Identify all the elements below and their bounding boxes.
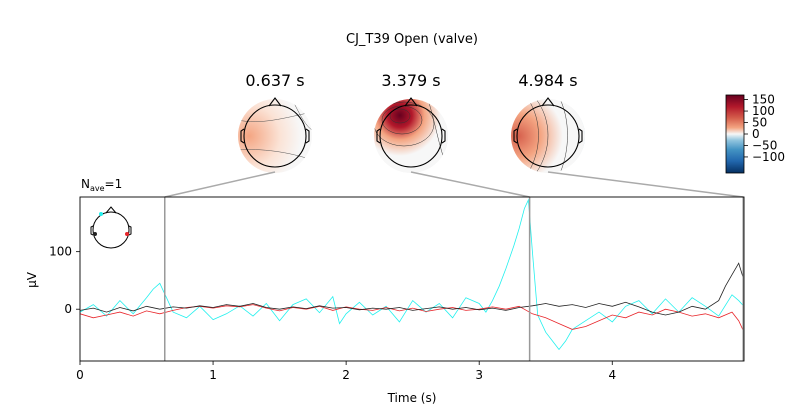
nave-label: Nave=1 [81, 177, 122, 193]
x-tick-label: 0 [76, 368, 84, 382]
x-axis-label: Time (s) [387, 391, 437, 405]
sensor-dot-red [125, 232, 129, 236]
topomap-time-label-2: 3.379 s [381, 71, 440, 90]
y-tick-label: 0 [64, 302, 72, 316]
figure-title: CJ_T39 Open (valve) [346, 32, 478, 47]
plot-area: 0 1 2 3 4 0 100 [49, 196, 745, 382]
sensor-inset [90, 206, 132, 249]
x-axis: 0 1 2 3 4 [76, 361, 616, 382]
topomap-time-label-1: 0.637 s [245, 71, 304, 90]
connector-2 [410, 171, 530, 198]
colorbar-tick-label: 50 [752, 116, 767, 130]
sensor-dot-cyan [99, 212, 103, 216]
y-axis-label: µV [25, 271, 39, 288]
connector-1 [164, 171, 276, 198]
sensor-dot-black [93, 232, 97, 236]
x-tick-label: 1 [209, 368, 217, 382]
colorbar-tick-label: 150 [752, 93, 775, 107]
topomap-3 [511, 97, 585, 173]
y-axis: 0 100 [49, 245, 80, 316]
series-line-1 [80, 198, 744, 351]
connector-3 [547, 171, 744, 198]
x-tick-label: 2 [342, 368, 350, 382]
colorbar-tick-label: 0 [752, 127, 760, 141]
topomap-connectors [164, 171, 744, 198]
colorbar-tick-label: −100 [752, 150, 785, 164]
topomap-1 [238, 97, 312, 173]
colorbar-tick-label: 100 [752, 104, 775, 118]
topomap-2 [374, 97, 448, 173]
topomap-time-label-3: 4.984 s [518, 71, 577, 90]
x-tick-label: 4 [608, 368, 616, 382]
x-tick-label: 3 [475, 368, 483, 382]
time-markers [164, 197, 744, 361]
y-tick-label: 100 [49, 245, 72, 259]
series-line-3 [80, 262, 744, 316]
colorbar-tick-label: −50 [752, 138, 777, 152]
